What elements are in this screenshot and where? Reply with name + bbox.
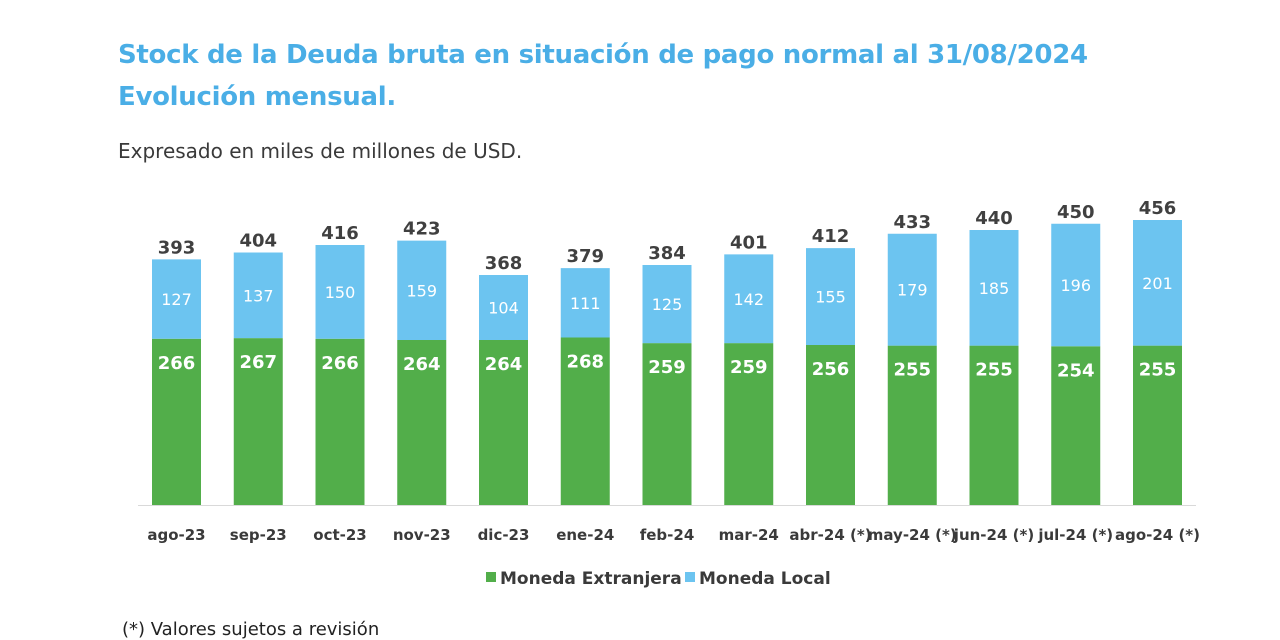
x-tick-label: nov-23 (393, 526, 451, 544)
data-label-moneda-extranjera: 268 (566, 352, 604, 373)
bar-moneda-local (397, 240, 447, 340)
bar-moneda-extranjera (315, 338, 365, 505)
bar-moneda-extranjera (479, 340, 528, 505)
data-label-total: 440 (975, 208, 1013, 229)
bar-moneda-extranjera (1051, 346, 1101, 505)
data-label-moneda-extranjera: 255 (975, 360, 1013, 381)
legend-swatch-moneda-local (685, 572, 695, 582)
bar-moneda-local (1051, 223, 1101, 347)
x-tick-label: mar-24 (719, 526, 779, 544)
bar-moneda-extranjera (397, 340, 447, 505)
bar-moneda-local (479, 275, 528, 340)
x-tick-label: ago-24 (*) (1115, 526, 1200, 544)
chart-title-line-1: Stock de la Deuda bruta en situación de … (118, 40, 1088, 70)
data-label-moneda-local: 104 (488, 299, 519, 318)
data-label-moneda-local: 142 (733, 290, 764, 309)
data-label-moneda-local: 127 (161, 290, 192, 309)
bar-moneda-local (560, 268, 610, 338)
data-label-total: 433 (893, 212, 931, 233)
data-label-total: 416 (321, 223, 359, 244)
bar-moneda-extranjera (1133, 345, 1182, 505)
bar-moneda-extranjera (152, 338, 201, 505)
data-label-moneda-local: 196 (1060, 276, 1091, 295)
x-tick-label: jun-24 (*) (953, 526, 1034, 544)
data-label-moneda-extranjera: 259 (730, 357, 768, 378)
data-label-moneda-extranjera: 254 (1057, 360, 1095, 381)
bar-moneda-extranjera (560, 337, 610, 505)
x-tick-label: ene-24 (556, 526, 614, 544)
data-label-total: 423 (403, 219, 441, 240)
data-label-moneda-local: 125 (652, 295, 683, 314)
data-label-moneda-extranjera: 255 (893, 360, 931, 381)
data-label-moneda-extranjera: 256 (812, 359, 850, 380)
stacked-bar-chart: 266 127 393 ago-23 267 137 404 sep-23 266 150 416 o… (138, 198, 1200, 589)
legend-swatch-moneda-extranjera (486, 572, 496, 582)
bar-moneda-local (1133, 220, 1182, 346)
x-tick-label: feb-24 (640, 526, 695, 544)
bar-moneda-extranjera (642, 343, 692, 505)
data-label-moneda-extranjera: 255 (1139, 360, 1177, 381)
data-label-moneda-local: 201 (1142, 274, 1173, 293)
footnote: (*) Valores sujetos a revisión (122, 619, 380, 640)
data-label-moneda-local: 185 (979, 279, 1010, 298)
legend-label-moneda-local: Moneda Local (699, 569, 831, 589)
data-label-moneda-local: 150 (325, 283, 356, 302)
data-label-total: 368 (485, 253, 523, 274)
x-tick-label: abr-24 (*) (789, 526, 871, 544)
x-tick-label: dic-23 (478, 526, 530, 544)
data-label-total: 450 (1057, 202, 1095, 223)
chart-subtitle: Expresado en miles de millones de USD. (118, 139, 523, 163)
bar-moneda-extranjera (806, 345, 855, 505)
x-tick-label: ago-23 (147, 526, 205, 544)
data-label-total: 379 (566, 246, 604, 267)
x-tick-label: oct-23 (313, 526, 366, 544)
data-label-total: 401 (730, 232, 768, 253)
bar-moneda-local (315, 245, 365, 339)
bar-moneda-local (233, 252, 283, 339)
data-label-moneda-extranjera: 259 (648, 357, 686, 378)
bar-moneda-local (642, 265, 692, 344)
data-label-total: 456 (1139, 198, 1177, 219)
chart-title-line-2: Evolución mensual. (118, 82, 396, 112)
bar-moneda-local (887, 233, 937, 346)
x-tick-label: may-24 (*) (868, 526, 957, 544)
data-label-moneda-local: 179 (897, 281, 928, 300)
data-label-moneda-extranjera: 264 (403, 354, 441, 375)
data-label-moneda-extranjera: 264 (485, 354, 523, 375)
data-label-total: 412 (812, 226, 850, 247)
data-label-moneda-local: 159 (406, 281, 437, 300)
x-tick-label: sep-23 (230, 526, 287, 544)
legend-label-moneda-extranjera: Moneda Extranjera (500, 569, 682, 589)
data-label-moneda-extranjera: 266 (321, 353, 359, 374)
data-label-moneda-local: 111 (570, 294, 601, 313)
data-label-moneda-local: 137 (243, 286, 274, 305)
bar-moneda-local (724, 254, 774, 344)
bar-moneda-extranjera (887, 345, 937, 505)
bar-moneda-extranjera (724, 343, 774, 505)
data-label-total: 393 (158, 237, 196, 258)
data-label-moneda-extranjera: 267 (239, 352, 277, 373)
bar-moneda-extranjera (233, 338, 283, 505)
data-label-moneda-local: 155 (815, 288, 846, 307)
chart-title: Stock de la Deuda bruta en situación de … (118, 34, 1088, 118)
bar-moneda-local (969, 230, 1019, 346)
data-label-total: 404 (239, 231, 277, 252)
bar-moneda-extranjera (969, 345, 1019, 505)
x-tick-label: jul-24 (*) (1037, 526, 1113, 544)
bar-moneda-local (806, 248, 855, 345)
bar-moneda-local (152, 259, 201, 339)
data-label-total: 384 (648, 243, 686, 264)
data-label-moneda-extranjera: 266 (158, 353, 196, 374)
